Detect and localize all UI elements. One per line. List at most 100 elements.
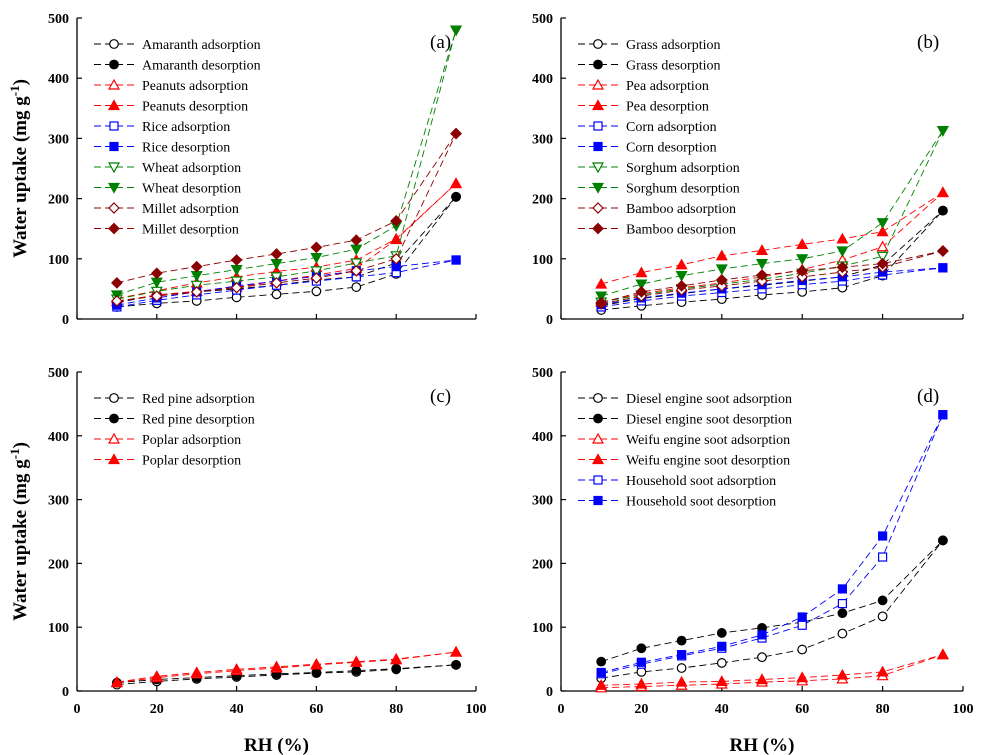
series-line: [601, 654, 944, 689]
legend-item: Household soot desorption: [578, 495, 776, 510]
legend-marker: [593, 393, 603, 403]
y-tick-label: 500: [48, 12, 69, 27]
data-point: [595, 679, 608, 690]
data-point: [451, 255, 461, 265]
series-line: [116, 259, 457, 306]
data-point: [797, 620, 807, 630]
y-tick-label: 300: [532, 132, 553, 147]
panel-label: (b): [917, 32, 939, 53]
data-point: [350, 258, 363, 270]
data-point: [796, 271, 809, 283]
data-point: [836, 261, 849, 274]
legend-label: Pea adsorption: [626, 79, 709, 94]
legend-marker: [107, 78, 121, 90]
data-point: [936, 648, 949, 660]
legend-label: Household soot adsorption: [626, 474, 776, 489]
y-tick-label: 400: [532, 72, 553, 87]
data-point: [796, 671, 809, 683]
x-tick-label: 40: [230, 702, 244, 717]
data-point: [390, 232, 403, 244]
x-axis-label: RH (%): [244, 735, 309, 755]
y-tick-label: 400: [532, 430, 553, 445]
legend-item: Rice desorption: [94, 141, 230, 156]
legend: Grass adsorption Grass desorption Pea adso…: [578, 38, 740, 238]
legend-marker: [591, 432, 605, 444]
legend-marker: [593, 39, 603, 49]
legend-marker: [591, 78, 605, 90]
data-point: [876, 251, 889, 263]
legend-label: Corn desorption: [626, 141, 717, 156]
data-point: [190, 286, 203, 298]
legend-item: Bamboo desorption: [578, 223, 736, 238]
legend-marker: [109, 39, 119, 49]
legend-label: Grass desorption: [626, 59, 721, 74]
y-tick-label: 0: [62, 685, 69, 700]
legend-marker: [593, 59, 603, 70]
x-tick-label: 80: [389, 702, 403, 717]
data-point: [350, 264, 363, 277]
data-point: [351, 282, 362, 292]
series-red-pine-desorption: [111, 659, 461, 688]
data-point: [796, 238, 809, 249]
data-point: [715, 264, 728, 276]
legend-label: Pea desorption: [626, 100, 709, 115]
series-peanuts-adsorption: [110, 177, 463, 307]
data-point: [755, 244, 769, 255]
data-point: [636, 666, 647, 677]
series-millet-adsorption: [111, 127, 462, 307]
data-point: [596, 667, 606, 678]
legend-item: Diesel engine soot desorption: [578, 413, 792, 428]
data-point: [311, 667, 322, 678]
data-point: [757, 652, 767, 663]
data-point: [876, 225, 889, 237]
data-point: [877, 531, 888, 541]
series-poplar-desorption: [110, 645, 463, 687]
data-point: [876, 665, 889, 677]
legend-marker: [107, 99, 121, 111]
legend-label: Rice desorption: [142, 141, 230, 156]
legend-item: Sorghum desorption: [578, 182, 740, 197]
series-line: [601, 250, 944, 305]
legend-marker: [591, 162, 605, 174]
panel-label: (a): [430, 32, 451, 53]
data-point: [230, 663, 243, 674]
legend-item: Diesel engine soot adsorption: [578, 392, 792, 407]
data-point: [716, 628, 727, 638]
data-point: [390, 652, 403, 664]
legend-label: Red pine adsorption: [142, 392, 255, 407]
series-line: [601, 267, 943, 308]
legend-marker: [109, 141, 119, 152]
data-point: [635, 677, 648, 689]
y-axis-label: Water uptake (mg g-1): [7, 442, 31, 621]
series-red-pine-adsorption: [111, 659, 461, 690]
data-point: [150, 290, 163, 302]
data-point: [635, 266, 648, 278]
legend-label: Household soot desorption: [626, 495, 776, 510]
legend-item: Red pine adsorption: [94, 392, 255, 407]
series-household-soot-adsorption: [596, 410, 948, 679]
data-point: [150, 277, 163, 289]
data-point: [796, 264, 809, 277]
x-tick-label: 100: [953, 702, 974, 717]
data-point: [150, 670, 163, 681]
legend-label: Diesel engine soot desorption: [626, 413, 792, 428]
y-tick-label: 500: [532, 366, 553, 381]
series-line: [601, 267, 943, 306]
data-point: [797, 644, 808, 655]
legend-item: Weifu engine soot desorption: [578, 453, 790, 469]
legend: Amaranth adsorption Amaranth desorption Pe…: [94, 38, 261, 238]
data-point: [877, 552, 888, 562]
data-point: [837, 584, 848, 594]
x-tick-label: 20: [634, 702, 648, 717]
y-tick-label: 300: [532, 494, 553, 509]
legend-marker: [107, 182, 121, 194]
legend-marker: [592, 202, 604, 214]
data-point: [675, 258, 688, 270]
series-diesel-engine-soot-desorption: [596, 535, 948, 667]
legend-marker: [109, 59, 119, 70]
data-point: [836, 668, 849, 680]
y-tick-label: 300: [48, 494, 69, 509]
